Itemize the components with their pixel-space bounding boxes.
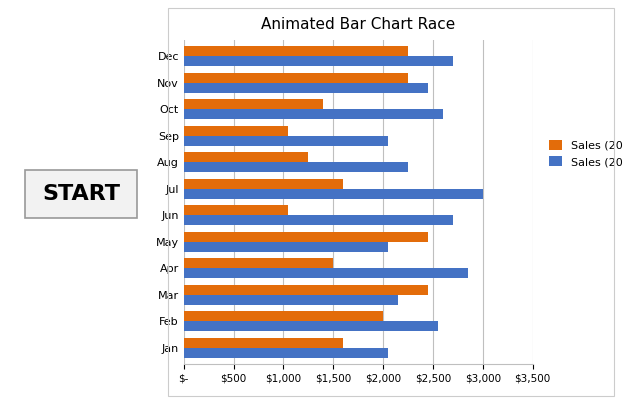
Bar bbox=[184, 215, 453, 225]
Bar bbox=[184, 73, 408, 83]
Bar bbox=[184, 295, 398, 305]
Title: Animated Bar Chart Race: Animated Bar Chart Race bbox=[261, 17, 455, 32]
Bar bbox=[184, 179, 343, 189]
Bar bbox=[184, 321, 438, 331]
Bar bbox=[184, 136, 388, 146]
Bar bbox=[184, 205, 288, 215]
Bar bbox=[184, 109, 443, 119]
Text: START: START bbox=[42, 184, 120, 204]
Legend: Sales (2021), Sales (2020): Sales (2021), Sales (2020) bbox=[549, 140, 623, 167]
Bar bbox=[184, 311, 383, 321]
Bar bbox=[184, 231, 428, 242]
Bar bbox=[184, 56, 453, 66]
Bar bbox=[184, 46, 408, 56]
Bar bbox=[184, 348, 388, 358]
Bar bbox=[184, 338, 343, 348]
Bar bbox=[184, 152, 308, 162]
Bar bbox=[184, 126, 288, 136]
Bar bbox=[184, 285, 428, 295]
Bar bbox=[184, 189, 483, 199]
Bar bbox=[184, 99, 323, 109]
Bar bbox=[184, 268, 468, 278]
Bar bbox=[184, 83, 428, 93]
Bar bbox=[184, 242, 388, 252]
Bar bbox=[184, 258, 333, 268]
Bar bbox=[184, 162, 408, 173]
